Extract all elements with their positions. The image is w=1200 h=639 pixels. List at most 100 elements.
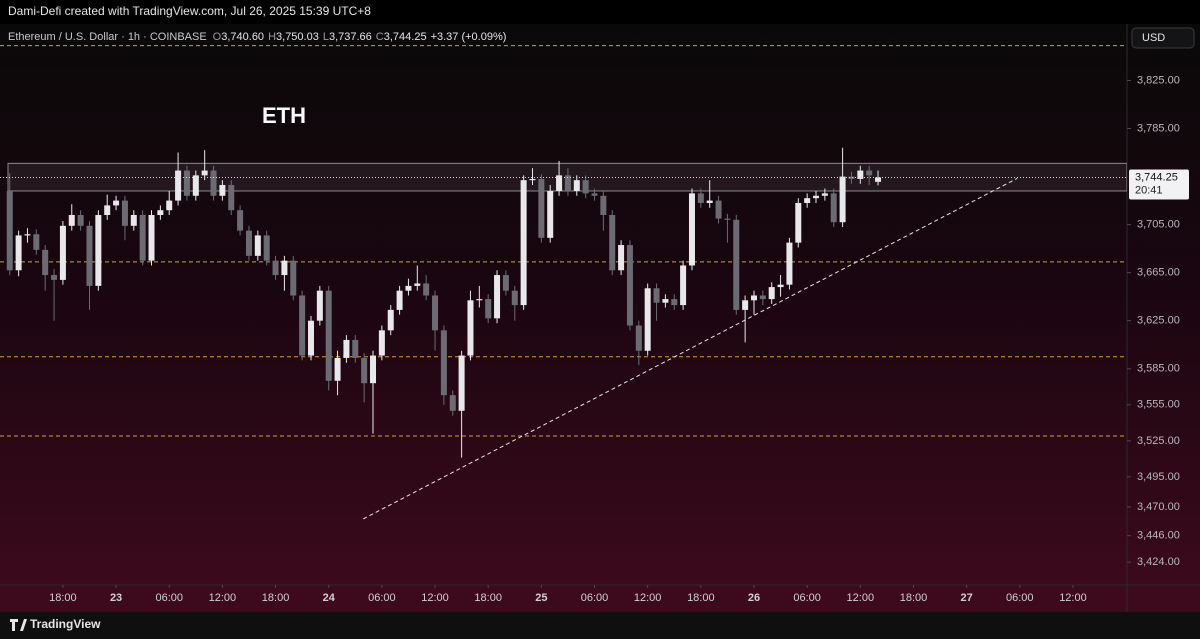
countdown: 20:41 — [1135, 184, 1163, 196]
candle-body — [556, 175, 563, 191]
x-tick-label: 06:00 — [1006, 592, 1034, 604]
candle-body — [440, 330, 447, 396]
candle-body — [192, 175, 199, 196]
candle-body — [786, 242, 793, 285]
series-legend: Ethereum / U.S. Dollar · 1h · COINBASE O3… — [8, 31, 506, 43]
candle-body — [432, 295, 439, 331]
candle-body — [219, 184, 226, 196]
candle-body — [15, 235, 22, 271]
candle-body — [538, 178, 545, 238]
brand-logo — [10, 619, 27, 631]
candle-body — [113, 200, 120, 206]
candle-body — [290, 260, 297, 296]
candle-body — [644, 288, 651, 351]
y-tick-label: 3,785.00 — [1137, 122, 1180, 134]
candle-body — [688, 193, 695, 266]
candle-body — [804, 198, 811, 203]
y-tick-label: 3,585.00 — [1137, 363, 1180, 375]
y-tick-label: 3,525.00 — [1137, 435, 1180, 447]
candle-body — [821, 193, 828, 196]
legend-key: C — [376, 31, 384, 43]
candle-body — [42, 249, 49, 276]
attribution: Dami-Defi created with TradingView.com, … — [8, 4, 371, 18]
y-tick-label: 3,470.00 — [1137, 501, 1180, 513]
candle-body — [361, 357, 368, 384]
x-tick-label: 06:00 — [581, 592, 609, 604]
x-tick-label: 06:00 — [155, 592, 183, 604]
candle-body — [33, 234, 40, 250]
candle-body — [157, 210, 164, 216]
time-axis: 18:00 23 06:00 12:00 18:00 24 06:00 12:00 18:00 2… — [49, 585, 1087, 604]
candle-body — [272, 260, 279, 276]
candle-body — [325, 290, 332, 381]
candle-body — [795, 202, 802, 243]
candle-body — [396, 290, 403, 310]
candle-body — [564, 175, 571, 191]
candle-body — [121, 200, 128, 226]
candle-body — [281, 260, 288, 276]
candle-body — [777, 284, 784, 288]
y-tick-label: 3,495.00 — [1137, 471, 1180, 483]
candle-body — [343, 339, 350, 358]
candle-body — [237, 210, 244, 231]
x-tick-label: 18:00 — [687, 592, 715, 604]
x-tick-label: 12:00 — [847, 592, 875, 604]
candle-body — [591, 193, 598, 196]
candle-body — [857, 170, 864, 179]
x-tick-label: 18:00 — [262, 592, 290, 604]
candle-body — [494, 275, 501, 319]
candle-body — [768, 287, 775, 300]
y-tick-label: 3,424.00 — [1137, 556, 1180, 568]
candle-body — [68, 215, 75, 226]
currency-button[interactable] — [1131, 27, 1195, 49]
candle-body — [175, 170, 182, 201]
candle-body — [254, 235, 261, 256]
candle-body — [600, 195, 607, 216]
candle-body — [86, 225, 93, 286]
candle-body — [130, 215, 137, 226]
candle-body — [715, 200, 722, 219]
currency-label: USD — [1142, 32, 1165, 44]
price-axis: 3,825.00 3,785.00 3,705.00 3,665.00 3,625.00… — [1127, 74, 1189, 568]
candle-body — [316, 290, 323, 321]
candle-body — [635, 325, 642, 351]
last-price-label: 3,744.25 — [1135, 171, 1178, 183]
candle-body — [511, 290, 518, 306]
trendline — [363, 177, 1018, 520]
y-tick-label: 3,446.00 — [1137, 530, 1180, 542]
candle-body — [866, 170, 873, 176]
plot-area — [0, 45, 1127, 520]
chart-background — [0, 24, 1200, 612]
candle-body — [458, 355, 465, 411]
legend-value: 3,737.66 — [329, 31, 372, 43]
candle-body — [370, 355, 377, 384]
candle-body — [697, 193, 704, 203]
candle-body — [476, 299, 483, 301]
candle-body — [24, 234, 31, 236]
candle-body — [139, 215, 146, 261]
candle-body — [618, 245, 625, 271]
annotation: ETH — [262, 103, 306, 128]
x-tick-label: 18:00 — [474, 592, 502, 604]
candle-body — [104, 205, 111, 216]
legend-value: 3,740.60 — [221, 31, 264, 43]
candle-body — [51, 275, 58, 280]
last-price-box — [1129, 169, 1189, 200]
candle-body — [405, 285, 412, 291]
candle-body — [680, 265, 687, 306]
x-tick-label: 23 — [110, 592, 122, 604]
candle-body — [848, 176, 855, 179]
candle-body — [609, 215, 616, 271]
candle-body — [529, 178, 536, 181]
candle-body — [148, 215, 155, 261]
y-tick-label: 3,665.00 — [1137, 267, 1180, 279]
candle-body — [875, 177, 882, 182]
y-tick-label: 3,555.00 — [1137, 399, 1180, 411]
header-bar — [0, 0, 1200, 24]
candle-body — [245, 230, 252, 256]
legend-key: O — [213, 31, 222, 43]
candle-body — [166, 200, 173, 211]
x-tick-label: 12:00 — [421, 592, 449, 604]
